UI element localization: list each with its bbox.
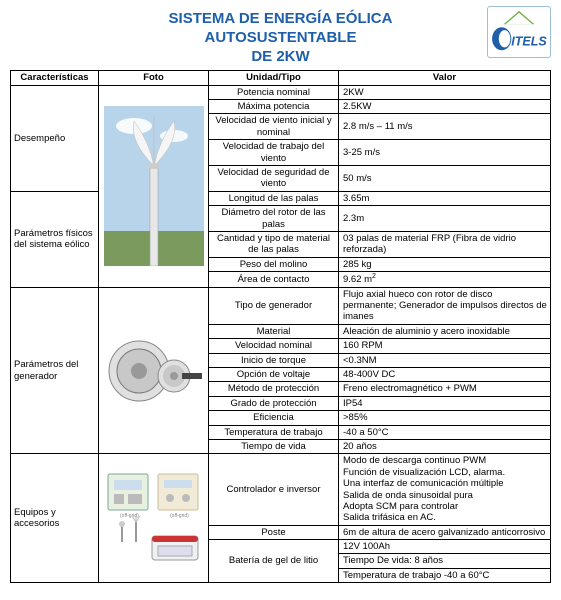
category-fisicos: Parámetros físicos del sistema eólico (11, 191, 99, 287)
unit: Potencia nominal (209, 85, 339, 99)
value-area: 9.62 m2 (339, 272, 551, 288)
col-foto: Foto (99, 71, 209, 85)
photo-wind-turbine (99, 85, 209, 287)
table-row: Parámetros físicos del sistema eólico Lo… (11, 191, 551, 205)
page-title: SISTEMA DE ENERGÍA EÓLICA AUTOSUSTENTABL… (74, 6, 487, 66)
category-desempeno: Desempeño (11, 85, 99, 191)
value-controller: Modo de descarga continuo PWM Función de… (339, 454, 551, 525)
spec-sheet: SISTEMA DE ENERGÍA EÓLICA AUTOSUSTENTABL… (0, 0, 561, 593)
photo-equipment: (off-grid) (off-grid) (99, 454, 209, 583)
table-row: Desempeño Potencia nominal (11, 85, 551, 99)
col-unidad: Unidad/Tipo (209, 71, 339, 85)
spec-table: Características Foto Unidad/Tipo Valor D… (10, 70, 551, 583)
table-row: Equipos y accesorios (off-grid) (off-gri… (11, 454, 551, 525)
title-line-1: SISTEMA DE ENERGÍA EÓLICA (74, 10, 487, 29)
category-generador: Parámetros del generador (11, 287, 99, 454)
table-header-row: Características Foto Unidad/Tipo Valor (11, 71, 551, 85)
col-valor: Valor (339, 71, 551, 85)
svg-text:(off-grid): (off-grid) (170, 513, 189, 519)
title-line-2: AUTOSUSTENTABLE (74, 29, 487, 48)
value: 2KW (339, 85, 551, 99)
brand-logo: ITELS (487, 6, 551, 58)
title-line-3: DE 2KW (74, 48, 487, 67)
svg-text:ITELS: ITELS (511, 34, 547, 48)
photo-generator (99, 287, 209, 454)
category-equipos: Equipos y accesorios (11, 454, 99, 583)
col-caracteristicas: Características (11, 71, 99, 85)
header: SISTEMA DE ENERGÍA EÓLICA AUTOSUSTENTABL… (10, 6, 551, 66)
table-row: Parámetros del generador Tipo de generad… (11, 287, 551, 324)
